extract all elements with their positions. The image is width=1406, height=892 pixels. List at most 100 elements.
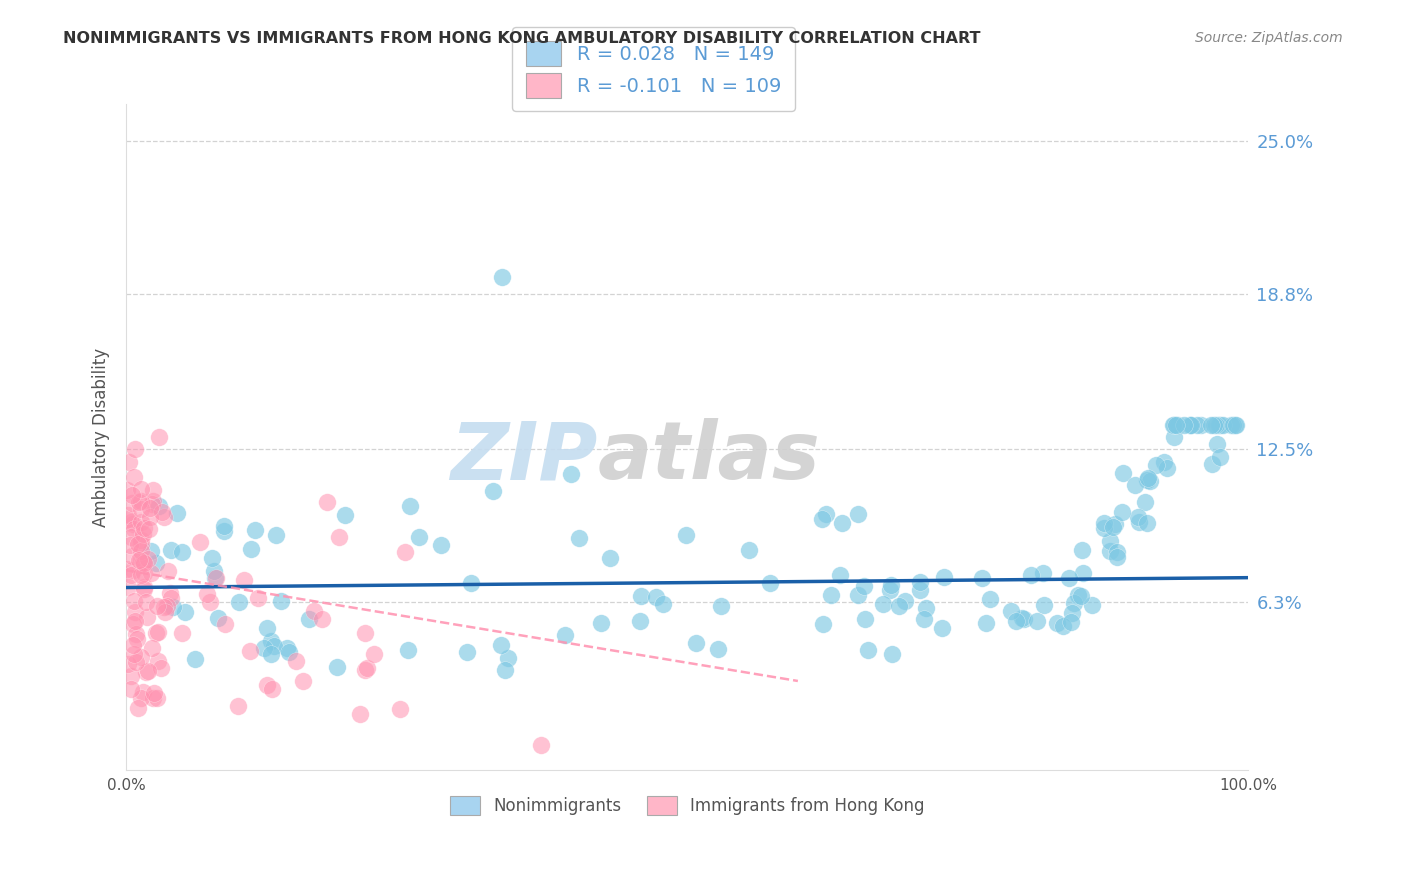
Point <box>214 524 236 538</box>
Point <box>652 597 675 611</box>
Point <box>124 605 146 619</box>
Point <box>1063 597 1085 611</box>
Point <box>152 505 174 519</box>
Point <box>1081 598 1104 612</box>
Point <box>979 592 1001 607</box>
Point <box>1180 417 1202 432</box>
Point <box>430 538 453 552</box>
Point <box>120 681 142 696</box>
Point <box>408 530 430 544</box>
Point <box>1163 417 1185 432</box>
Point <box>568 531 591 545</box>
Point <box>1202 417 1225 432</box>
Point <box>489 638 512 652</box>
Point <box>159 586 181 600</box>
Point <box>129 533 152 547</box>
Point <box>170 626 193 640</box>
Point <box>815 508 838 522</box>
Point <box>820 588 842 602</box>
Point <box>1012 612 1035 626</box>
Point <box>1225 417 1247 432</box>
Point <box>758 575 780 590</box>
Point <box>188 535 211 549</box>
Point <box>142 483 165 497</box>
Point <box>135 594 157 608</box>
Point <box>127 537 149 551</box>
Point <box>389 702 412 716</box>
Point <box>326 659 349 673</box>
Point <box>122 470 145 484</box>
Point <box>139 543 162 558</box>
Point <box>120 538 142 552</box>
Point <box>142 686 165 700</box>
Point <box>239 542 262 557</box>
Point <box>1112 467 1135 481</box>
Point <box>872 598 894 612</box>
Point <box>121 617 143 632</box>
Point <box>394 545 416 559</box>
Point <box>121 496 143 510</box>
Point <box>1133 494 1156 508</box>
Point <box>125 627 148 641</box>
Point <box>494 663 516 677</box>
Point <box>396 643 419 657</box>
Point <box>129 650 152 665</box>
Point <box>253 640 276 655</box>
Point <box>1220 417 1243 432</box>
Point <box>970 571 993 585</box>
Point <box>880 647 903 661</box>
Point <box>117 580 139 594</box>
Point <box>1178 417 1201 432</box>
Point <box>202 564 225 578</box>
Point <box>129 552 152 566</box>
Point <box>1137 470 1160 484</box>
Point <box>298 612 321 626</box>
Point <box>1212 417 1234 432</box>
Point <box>127 701 149 715</box>
Point <box>710 599 733 613</box>
Point <box>1004 614 1026 628</box>
Point <box>931 621 953 635</box>
Point <box>205 571 228 585</box>
Point <box>1163 430 1185 444</box>
Point <box>135 665 157 680</box>
Point <box>1111 505 1133 519</box>
Point <box>645 590 668 604</box>
Point <box>974 615 997 630</box>
Point <box>1167 417 1189 432</box>
Point <box>1136 474 1159 488</box>
Point <box>212 518 235 533</box>
Point <box>136 609 159 624</box>
Point <box>292 673 315 688</box>
Text: atlas: atlas <box>598 418 820 496</box>
Point <box>146 654 169 668</box>
Point <box>285 654 308 668</box>
Point <box>122 563 145 577</box>
Point <box>226 699 249 714</box>
Point <box>128 553 150 567</box>
Point <box>138 522 160 536</box>
Point <box>910 575 932 590</box>
Point <box>129 494 152 508</box>
Point <box>879 583 901 598</box>
Point <box>1021 568 1043 582</box>
Point <box>132 580 155 594</box>
Point <box>738 542 761 557</box>
Point <box>125 655 148 669</box>
Point <box>1189 417 1212 432</box>
Point <box>129 537 152 551</box>
Point <box>170 544 193 558</box>
Point <box>256 621 278 635</box>
Point <box>630 589 652 603</box>
Point <box>496 651 519 665</box>
Point <box>166 506 188 520</box>
Point <box>122 647 145 661</box>
Point <box>204 571 226 585</box>
Point <box>131 527 153 541</box>
Point <box>685 636 707 650</box>
Point <box>1092 516 1115 531</box>
Point <box>846 507 869 521</box>
Point <box>1178 417 1201 432</box>
Point <box>129 544 152 558</box>
Point <box>160 591 183 605</box>
